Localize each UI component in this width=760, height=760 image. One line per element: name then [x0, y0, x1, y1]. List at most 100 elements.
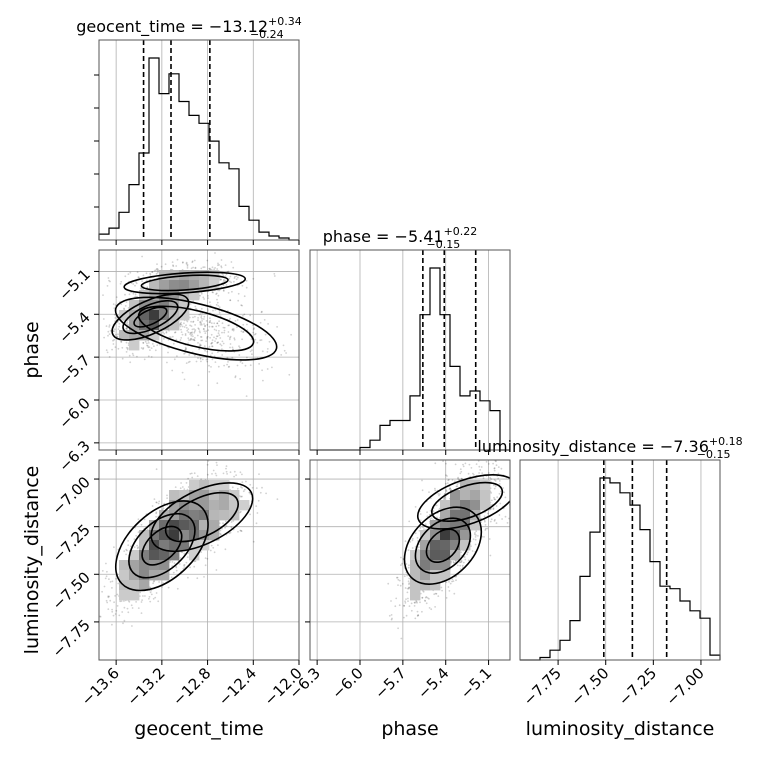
sample-point — [411, 537, 414, 540]
sample-point — [207, 329, 210, 332]
density-panel-geocent_time-vs-luminosity_distance — [85, 459, 300, 665]
sample-point — [201, 320, 204, 322]
sample-point — [103, 336, 105, 339]
sample-point — [239, 361, 242, 363]
sample-point — [227, 335, 230, 337]
sample-point — [445, 489, 448, 491]
sample-point — [229, 299, 232, 302]
sample-point — [85, 644, 87, 646]
sample-point — [197, 317, 200, 319]
sample-point — [241, 362, 244, 365]
sample-point — [171, 261, 174, 263]
density-cell — [410, 570, 421, 581]
sample-point — [243, 488, 246, 491]
sample-point — [224, 275, 227, 278]
sample-point — [222, 289, 225, 292]
sample-point — [418, 529, 421, 532]
y-tick-label-phase: −5.4 — [55, 308, 93, 346]
density-cell — [199, 500, 210, 511]
sample-point — [105, 562, 107, 565]
sample-point — [180, 321, 183, 324]
sample-point — [199, 358, 202, 360]
sample-point — [187, 342, 190, 345]
sample-point — [155, 272, 158, 275]
sample-point — [249, 314, 252, 317]
sample-point — [488, 472, 490, 474]
density-cell — [129, 550, 140, 561]
sample-point — [265, 492, 267, 495]
sample-point — [213, 336, 215, 339]
sample-point — [396, 576, 398, 579]
sample-point — [245, 480, 247, 483]
sample-point — [212, 291, 214, 294]
sample-point — [181, 261, 184, 264]
sample-point — [452, 580, 455, 582]
sample-point — [400, 564, 402, 566]
sample-point — [140, 612, 143, 614]
sample-point — [211, 473, 213, 475]
sample-point — [408, 520, 411, 523]
density-cell — [159, 320, 170, 331]
sample-point — [112, 343, 115, 345]
sample-point — [151, 271, 154, 273]
density-cell — [410, 580, 421, 591]
density-cell — [219, 510, 230, 521]
contour-line — [133, 306, 168, 328]
sample-point — [446, 482, 449, 484]
sample-point — [498, 492, 501, 495]
sample-point — [113, 330, 115, 333]
sample-point — [176, 355, 178, 357]
sample-point — [190, 320, 193, 323]
sample-point — [144, 595, 146, 597]
sample-point — [189, 324, 192, 327]
sample-point — [216, 268, 219, 270]
sample-point — [168, 336, 171, 338]
y-tick-label-luminosity_distance: −7.50 — [49, 568, 94, 613]
sample-point — [206, 358, 209, 360]
sample-point — [126, 348, 129, 351]
sample-point — [282, 344, 285, 347]
sample-point — [246, 323, 248, 326]
sample-point — [199, 321, 202, 324]
sample-point — [419, 601, 421, 604]
sample-point — [241, 304, 244, 307]
sample-point — [136, 271, 139, 274]
sample-point — [498, 514, 501, 516]
sample-point — [149, 591, 152, 594]
density-cell — [139, 300, 150, 311]
sample-point — [142, 342, 145, 344]
sample-point — [108, 326, 111, 328]
sample-point — [203, 266, 206, 268]
sample-point — [261, 350, 264, 353]
sample-point — [163, 332, 166, 335]
density-cell — [149, 550, 160, 561]
sample-point — [407, 566, 410, 569]
density-cell — [159, 570, 170, 581]
sample-point — [204, 324, 207, 327]
sample-point — [191, 338, 194, 341]
density-cell — [119, 310, 130, 321]
sample-point — [480, 517, 482, 520]
sample-point — [190, 334, 193, 337]
sample-point — [94, 604, 96, 606]
sample-point — [421, 489, 424, 492]
density-cell — [149, 290, 160, 301]
density-cell — [169, 510, 180, 521]
sample-point — [271, 366, 273, 369]
density-cell — [119, 570, 130, 581]
sample-point — [202, 328, 205, 330]
density-cell — [420, 570, 431, 581]
sample-point — [155, 512, 158, 515]
density-cell — [119, 560, 130, 571]
sample-point — [467, 559, 470, 562]
density-cell — [169, 270, 180, 281]
density-cell — [129, 560, 140, 571]
sample-point — [171, 369, 174, 372]
sample-point — [497, 477, 500, 480]
sample-point — [418, 546, 420, 548]
sample-point — [126, 321, 129, 324]
panel-frame — [98, 39, 300, 241]
sample-point — [266, 351, 269, 353]
sample-point — [109, 599, 112, 602]
sample-point — [229, 275, 232, 278]
